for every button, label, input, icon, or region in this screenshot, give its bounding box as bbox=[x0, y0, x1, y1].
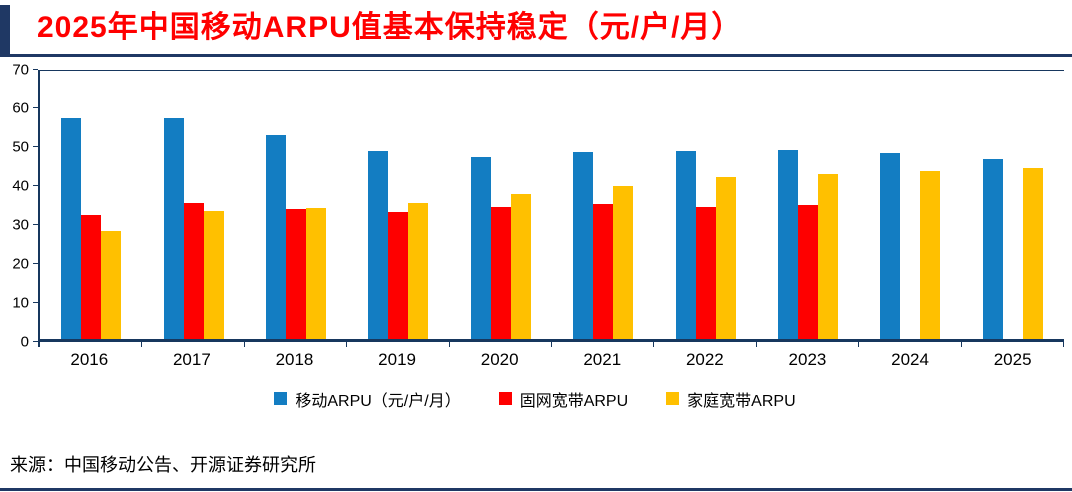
bar bbox=[778, 149, 799, 339]
bar bbox=[81, 214, 102, 339]
x-tick-cell bbox=[38, 341, 143, 347]
bar bbox=[286, 209, 307, 339]
bar bbox=[388, 211, 409, 339]
y-tick-label: 20 bbox=[12, 255, 29, 273]
x-axis-label: 2025 bbox=[993, 349, 1032, 369]
legend-swatch-icon bbox=[498, 392, 512, 405]
plot-row: 0 10 20 30 40 50 60 70 bbox=[6, 61, 1064, 350]
x-axis-label: 2019 bbox=[378, 349, 416, 369]
x-axis-label: 2016 bbox=[70, 349, 109, 369]
y-tick-label: 40 bbox=[12, 177, 29, 195]
y-tick-label: 60 bbox=[12, 99, 29, 117]
x-tick-cell bbox=[347, 341, 450, 347]
y-tick-label: 50 bbox=[12, 138, 29, 156]
x-tick-cell bbox=[859, 341, 962, 347]
x-tick-cell bbox=[142, 341, 245, 347]
bar-group-2025 bbox=[962, 71, 1064, 339]
x-axis-ticks bbox=[38, 341, 1065, 347]
bar-group-2023 bbox=[757, 71, 859, 339]
bar bbox=[880, 152, 901, 339]
bar bbox=[982, 158, 1003, 339]
bar bbox=[470, 157, 491, 339]
x-axis-labels: 2016 2017 2018 2019 2020 2021 2022 2023 2024 2025 bbox=[38, 350, 1064, 370]
legend-item: 家庭宽带ARPU bbox=[666, 387, 796, 411]
x-tick-cell bbox=[450, 341, 553, 347]
bar bbox=[266, 135, 287, 339]
x-tick-cell bbox=[552, 341, 655, 347]
bar-group-2017 bbox=[142, 71, 244, 339]
source-note: 来源：中国移动公告、开源证券研究所 bbox=[10, 455, 316, 475]
y-tick-mark bbox=[33, 301, 38, 303]
y-tick-label: 10 bbox=[12, 294, 29, 312]
bar bbox=[408, 203, 429, 339]
chart-legend: 移动ARPU（元/户/月） 固网宽带ARPU 家庭宽带ARPU bbox=[6, 387, 1064, 411]
bar bbox=[203, 211, 224, 339]
bar-group-2016 bbox=[40, 71, 142, 339]
legend-item: 移动ARPU（元/户/月） bbox=[274, 387, 461, 411]
bar bbox=[675, 150, 696, 339]
x-tick-cell bbox=[245, 341, 348, 347]
bar bbox=[1022, 167, 1043, 339]
bar-group-2018 bbox=[245, 71, 347, 339]
x-axis-label: 2022 bbox=[685, 349, 724, 369]
x-axis-label: 2021 bbox=[583, 349, 622, 369]
y-tick-label: 0 bbox=[20, 333, 29, 350]
legend-item: 固网宽带ARPU bbox=[498, 387, 629, 411]
x-axis-label: 2018 bbox=[275, 349, 314, 369]
y-tick-mark bbox=[33, 68, 38, 70]
x-axis-label: 2017 bbox=[172, 349, 211, 369]
legend-swatch-icon bbox=[666, 392, 680, 405]
y-tick-label: 30 bbox=[12, 216, 29, 234]
bar-group-2019 bbox=[347, 71, 449, 339]
bar-group-2024 bbox=[859, 71, 961, 339]
x-tick-cell bbox=[962, 341, 1065, 347]
figure-header: 2025年中国移动ARPU值基本保持稳定（元/户/月） bbox=[0, 5, 1072, 54]
y-tick-mark bbox=[33, 107, 38, 109]
x-tick-cell bbox=[654, 341, 757, 347]
bar bbox=[818, 173, 839, 339]
bar-group-2021 bbox=[552, 71, 654, 339]
bar bbox=[183, 202, 204, 339]
x-axis-label: 2024 bbox=[891, 349, 929, 369]
y-tick-label: 70 bbox=[12, 61, 29, 78]
bar bbox=[593, 203, 614, 339]
y-tick-mark bbox=[33, 340, 38, 342]
bar bbox=[61, 118, 82, 339]
bar bbox=[920, 170, 941, 339]
title-accent-bar bbox=[0, 5, 10, 54]
bar bbox=[695, 206, 716, 339]
bar bbox=[490, 207, 511, 339]
bar bbox=[798, 204, 819, 339]
bar bbox=[368, 150, 389, 339]
bar bbox=[510, 193, 531, 339]
y-tick-mark bbox=[33, 146, 38, 148]
bar bbox=[306, 207, 327, 339]
x-axis-label: 2023 bbox=[788, 349, 827, 369]
bar bbox=[573, 151, 594, 339]
legend-label: 固网宽带ARPU bbox=[519, 392, 629, 410]
bottom-divider bbox=[0, 488, 1072, 491]
legend-swatch-icon bbox=[274, 392, 288, 405]
x-axis-label: 2020 bbox=[480, 349, 519, 369]
bar bbox=[101, 230, 122, 339]
y-tick-mark bbox=[33, 185, 38, 187]
title-divider bbox=[0, 53, 1072, 57]
figure-title: 2025年中国移动ARPU值基本保持稳定（元/户/月） bbox=[37, 11, 743, 44]
legend-label: 家庭宽带ARPU bbox=[687, 392, 796, 410]
legend-label: 移动ARPU（元/户/月） bbox=[295, 392, 461, 410]
bar-group-2020 bbox=[450, 71, 552, 339]
bar-group-2022 bbox=[654, 71, 756, 339]
bar bbox=[613, 186, 634, 339]
plot-area bbox=[38, 69, 1064, 342]
y-axis: 0 10 20 30 40 50 60 70 bbox=[6, 61, 38, 350]
y-tick-mark bbox=[33, 262, 38, 264]
bar bbox=[715, 177, 736, 339]
arpu-bar-chart: 0 10 20 30 40 50 60 70 2016 2017 2018 2019 2020 2021… bbox=[0, 61, 1072, 411]
bar bbox=[163, 117, 184, 339]
x-tick-cell bbox=[757, 341, 860, 347]
y-tick-mark bbox=[33, 223, 38, 225]
